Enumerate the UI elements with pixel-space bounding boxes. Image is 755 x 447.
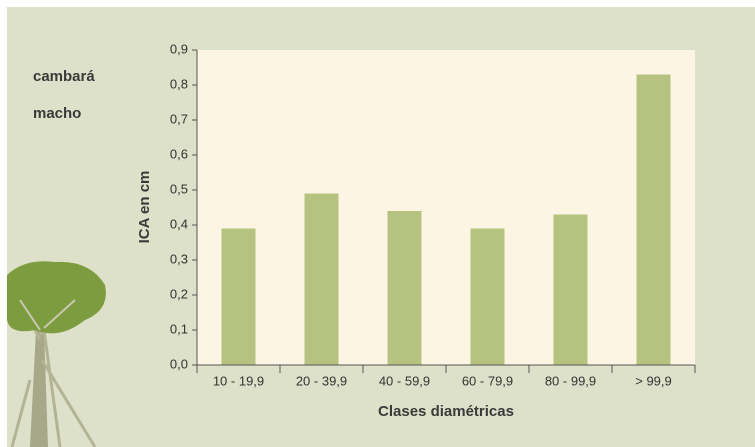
bar bbox=[637, 75, 671, 366]
plot-area bbox=[197, 50, 695, 365]
annotation: cambará bbox=[33, 68, 95, 85]
y-axis-label: ICA en cm bbox=[136, 171, 153, 244]
y-tick-label: 0,6 bbox=[170, 146, 188, 161]
y-tick-label: 0,4 bbox=[170, 216, 188, 231]
y-tick-label: 0,0 bbox=[170, 356, 188, 371]
annotation: macho bbox=[33, 105, 81, 122]
y-tick-label: 0,9 bbox=[170, 41, 188, 56]
x-axis-label: Clases diamétricas bbox=[378, 403, 514, 420]
x-tick-label: 40 - 59,9 bbox=[379, 373, 430, 388]
page: {"chart_data": {"type": "bar", "annotati… bbox=[0, 0, 755, 447]
bar bbox=[222, 229, 256, 366]
bar bbox=[471, 229, 505, 366]
bar bbox=[554, 215, 588, 366]
x-tick-label: 20 - 39,9 bbox=[296, 373, 347, 388]
x-tick-label: 10 - 19,9 bbox=[213, 373, 264, 388]
x-tick-label: 80 - 99,9 bbox=[545, 373, 596, 388]
x-tick-label: > 99,9 bbox=[635, 373, 672, 388]
bar bbox=[388, 211, 422, 365]
x-tick-label: 60 - 79,9 bbox=[462, 373, 513, 388]
chart: cambará macho Clases diamétricas ICA en … bbox=[0, 0, 755, 447]
y-tick-label: 0,5 bbox=[170, 181, 188, 196]
y-tick-label: 0,2 bbox=[170, 286, 188, 301]
y-tick-label: 0,7 bbox=[170, 111, 188, 126]
y-tick-label: 0,3 bbox=[170, 251, 188, 266]
y-tick-label: 0,8 bbox=[170, 76, 188, 91]
y-tick-label: 0,1 bbox=[170, 321, 188, 336]
bar bbox=[305, 194, 339, 366]
